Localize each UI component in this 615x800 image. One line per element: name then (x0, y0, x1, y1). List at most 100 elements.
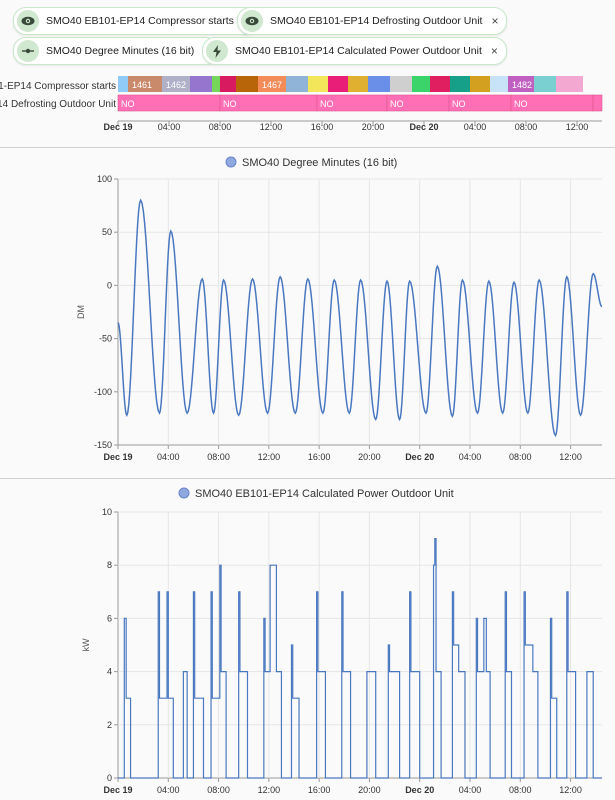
compressor-start-segment[interactable] (412, 76, 430, 92)
x-tick-label: 12:00 (559, 452, 582, 462)
timeline-row-label-compressor: 1-EP14 Compressor starts (0, 81, 116, 92)
degree-minutes-series-line (117, 198, 603, 438)
section-divider (0, 478, 615, 479)
x-tick-label: 08:00 (509, 785, 532, 795)
compressor-start-segment[interactable] (450, 76, 470, 92)
compressor-start-segment[interactable] (508, 76, 534, 92)
bolt-icon (206, 40, 228, 62)
compressor-start-segment[interactable] (328, 76, 348, 92)
x-tick-label: 12:00 (258, 785, 281, 795)
chip-label: SMO40 Degree Minutes (16 bit) (46, 45, 195, 57)
compressor-start-segment[interactable] (470, 76, 490, 92)
compressor-start-segment[interactable] (258, 76, 286, 92)
x-tick-label: 20:00 (362, 122, 385, 132)
x-tick-label: 08:00 (207, 452, 230, 462)
state-timeline-chart: 1-EP14 Compressor starts 14 Defrosting O… (0, 76, 603, 132)
x-tick-label: 16:00 (311, 122, 334, 132)
y-axis-label: DM (76, 305, 86, 319)
compressor-start-count: 1462 (166, 80, 186, 90)
x-tick-label: 04:00 (158, 122, 181, 132)
x-tick-label: 04:00 (459, 452, 482, 462)
degree-minutes-chart: SMO40 Degree Minutes (16 bit) DM 100 50 0 -… (76, 156, 603, 462)
compressor-start-segment[interactable] (162, 76, 190, 92)
chart-title[interactable]: SMO40 EB101-EP14 Calculated Power Outdoo… (195, 488, 454, 500)
compressor-start-segment[interactable] (286, 76, 308, 92)
y-tick-label: -50 (99, 334, 112, 344)
compressor-start-segment[interactable] (220, 76, 236, 92)
x-tick-label: Dec 19 (103, 122, 132, 132)
y-tick-label: 0 (107, 773, 112, 783)
y-tick-label: -150 (94, 440, 112, 450)
defrosting-segment[interactable] (592, 94, 603, 112)
y-tick-label: 6 (107, 613, 112, 623)
close-icon[interactable]: × (491, 14, 499, 28)
x-tick-label: 20:00 (358, 452, 381, 462)
x-tick-label: 08:00 (515, 122, 538, 132)
compressor-start-segment[interactable] (236, 76, 258, 92)
compressor-start-segment[interactable] (308, 76, 328, 92)
x-tick-label: 16:00 (308, 452, 331, 462)
defrosting-state-label: NO (223, 99, 237, 109)
eye-icon[interactable] (17, 10, 39, 32)
compressor-start-count: 1461 (132, 80, 152, 90)
calculated-power-series-line (118, 538, 602, 779)
chip-label: SMO40 EB101-EP14 Compressor starts (46, 15, 234, 27)
x-tick-label: Dec 20 (409, 122, 438, 132)
x-tick-label: 08:00 (509, 452, 532, 462)
eye-icon[interactable] (241, 10, 263, 32)
y-tick-label: -100 (94, 387, 112, 397)
compressor-start-segment[interactable] (348, 76, 368, 92)
chip-calculated-power[interactable]: SMO40 EB101-EP14 Calculated Power Outdoo… (202, 37, 507, 65)
x-tick-label: 12:00 (559, 785, 582, 795)
defrosting-state-label: NO (452, 99, 466, 109)
y-tick-label: 100 (97, 174, 112, 184)
compressor-start-count: 1467 (262, 80, 282, 90)
x-tick-label: 04:00 (157, 452, 180, 462)
chart-title[interactable]: SMO40 Degree Minutes (16 bit) (242, 157, 397, 169)
defrosting-state-label: NO (514, 99, 528, 109)
x-tick-label: 12:00 (260, 122, 283, 132)
compressor-start-segment[interactable] (390, 76, 412, 92)
x-tick-label: 20:00 (358, 785, 381, 795)
y-axis-label: kW (81, 638, 91, 652)
chip-degree-minutes[interactable]: SMO40 Degree Minutes (16 bit) × (13, 37, 220, 65)
chip-defrosting[interactable]: SMO40 EB101-EP14 Defrosting Outdoor Unit… (237, 7, 508, 35)
x-tick-label: Dec 20 (405, 785, 434, 795)
defrosting-state-label: NO (121, 99, 135, 109)
x-tick-label: Dec 19 (103, 785, 132, 795)
compressor-start-count: 1482 (512, 80, 532, 90)
compressor-start-segment[interactable] (534, 76, 556, 92)
legend-marker (225, 156, 237, 168)
chip-label: SMO40 EB101-EP14 Defrosting Outdoor Unit (270, 15, 483, 27)
y-tick-label: 10 (102, 507, 112, 517)
compressor-start-segment[interactable] (430, 76, 450, 92)
defrosting-state-label: NO (390, 99, 404, 109)
x-tick-label: 08:00 (209, 122, 232, 132)
defrosting-state-label: NO (320, 99, 334, 109)
legend-marker (178, 487, 190, 499)
y-tick-label: 50 (102, 227, 112, 237)
y-tick-label: 0 (107, 280, 112, 290)
close-icon[interactable]: × (490, 44, 498, 58)
compressor-start-segment[interactable] (556, 76, 583, 92)
compressor-start-segment[interactable] (490, 76, 508, 92)
x-tick-label: 16:00 (308, 785, 331, 795)
x-tick-label: Dec 20 (405, 452, 434, 462)
chip-compressor-starts[interactable]: SMO40 EB101-EP14 Compressor starts × (13, 7, 259, 35)
x-tick-label: 12:00 (258, 452, 281, 462)
x-tick-label: 12:00 (566, 122, 589, 132)
compressor-start-segment[interactable] (128, 76, 162, 92)
x-tick-label: 04:00 (157, 785, 180, 795)
y-tick-label: 2 (107, 720, 112, 730)
compressor-start-segment[interactable] (190, 76, 212, 92)
timeline-row-label-defrosting: 14 Defrosting Outdoor Unit (0, 99, 116, 110)
compressor-start-segment[interactable] (118, 76, 128, 92)
y-tick-label: 8 (107, 560, 112, 570)
compressor-start-segment[interactable] (368, 76, 390, 92)
line-series-icon (17, 40, 39, 62)
y-tick-label: 4 (107, 667, 112, 677)
series-chip-bar: SMO40 EB101-EP14 Compressor starts × SMO… (0, 0, 615, 70)
compressor-start-segment[interactable] (212, 76, 220, 92)
section-divider (0, 147, 615, 148)
x-tick-label: 04:00 (464, 122, 487, 132)
